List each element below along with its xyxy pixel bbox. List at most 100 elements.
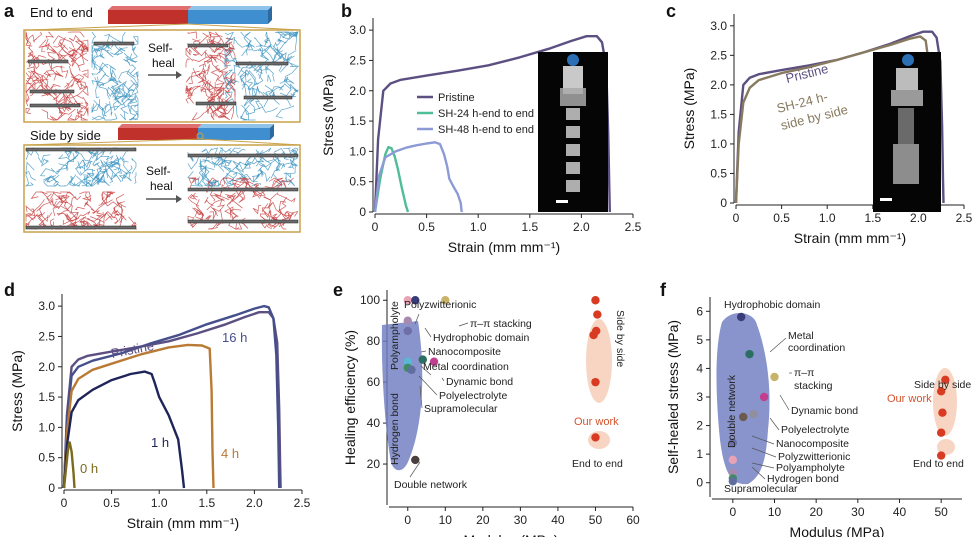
polymer-chain — [64, 74, 84, 88]
polymer-chain — [96, 53, 105, 59]
polymer-chain — [276, 31, 290, 39]
polymer-chain — [220, 105, 234, 120]
polymer-chain — [258, 44, 273, 58]
layer-sheet — [187, 153, 299, 158]
x-tick-label: 0.5 — [418, 220, 435, 234]
polymer-chain — [224, 31, 234, 41]
point-our-work-side-by-side — [941, 375, 950, 385]
polymer-chain — [217, 96, 222, 113]
x-tick-label: 0.5 — [773, 211, 790, 225]
panel-f-chart: 0 10 20 30 40 50 0 1 2 3 4 5 6 Modulus (MPa) Self-heal… — [665, 297, 971, 537]
polymer-chain — [52, 95, 65, 106]
polymer-chain — [262, 203, 272, 213]
polymer-chain — [209, 54, 227, 67]
point-polyelectrolyte — [749, 409, 758, 419]
polymer-chain — [79, 115, 88, 121]
f-ann-side-by-side: Side by side — [914, 379, 971, 391]
f-ann-nanocomposite: Nanocomposite — [776, 438, 849, 450]
polymer-chain — [93, 99, 104, 110]
polymer-chain — [265, 39, 279, 56]
polymer-chain — [204, 51, 219, 59]
polymer-chain — [214, 111, 227, 119]
x-tick-label: 1.0 — [470, 220, 487, 234]
polymer-chain — [215, 152, 232, 167]
polymer-chain — [59, 191, 73, 199]
e-ann-end-to-end: End to end — [572, 458, 623, 470]
polymer-chain — [208, 31, 223, 38]
x-axis-label: Strain (mm mm⁻¹) — [448, 239, 560, 255]
polymer-chain — [67, 114, 83, 121]
polymer-chain — [277, 193, 296, 203]
polymer-chain — [255, 52, 269, 73]
f-ann-pi-stacking-1: π–π — [794, 367, 814, 379]
polymer-chain — [204, 79, 214, 91]
polymer-chain — [289, 62, 299, 68]
polymer-chain — [41, 158, 50, 167]
y-axis-label: Stress (MPa) — [9, 350, 25, 432]
polymer-chain — [56, 93, 72, 109]
side-by-side-title: Side by side — [30, 128, 101, 143]
polymer-chain — [200, 80, 215, 94]
polymer-chain — [94, 170, 109, 179]
polymer-chain — [127, 82, 136, 91]
series-line-0-h — [62, 441, 76, 489]
panel-label-f: f — [660, 280, 667, 300]
polymer-chain — [98, 62, 109, 71]
polymer-chain — [218, 60, 228, 73]
polymer-chain — [25, 88, 31, 107]
polymer-chain — [260, 213, 269, 221]
point-polyzwitterionic — [728, 455, 738, 465]
polymer-chain — [76, 95, 89, 109]
polymer-chain — [223, 177, 245, 185]
polymer-chain — [91, 159, 109, 181]
e-ann-dynamic-bond: Dynamic bond — [446, 376, 513, 388]
polymer-chain — [245, 43, 255, 56]
polymer-chain — [128, 86, 139, 97]
polymer-chain — [229, 208, 242, 219]
polymer-chain — [259, 147, 272, 155]
polymer-chain — [263, 209, 272, 218]
f-ann-hydrophobic: Hydrophobic domain — [724, 299, 820, 311]
polymer-chain — [278, 52, 287, 72]
polymer-chain — [58, 163, 69, 172]
polymer-chain — [41, 109, 57, 121]
polymer-chain — [93, 199, 113, 215]
polymer-chain — [211, 194, 225, 200]
polymer-chain — [129, 116, 139, 121]
polymer-chain — [222, 171, 235, 187]
point-polyzwitterionic — [403, 296, 412, 305]
polymer-chain — [245, 82, 258, 91]
y-tick-label: 40 — [367, 416, 381, 430]
y-tick-label: 2.5 — [38, 329, 55, 343]
end-to-end-polymer-after — [185, 30, 300, 121]
polymer-chain — [214, 87, 224, 96]
self-heal-arrow-bottom-icon — [146, 195, 182, 203]
f-ann-double-network: Double network — [726, 374, 738, 448]
polymer-chain — [253, 47, 270, 61]
e-ann-double-network: Double network — [394, 479, 468, 491]
y-axis-label: Stress (MPa) — [320, 74, 336, 156]
polymer-chain — [200, 88, 214, 94]
panel-e-chart: 0 10 20 30 40 50 60 20 40 60 80 100 Modulus (MPa) Hea… — [342, 290, 640, 537]
polymer-chain — [277, 48, 289, 73]
polymer-chain — [52, 197, 60, 209]
polymer-chain — [46, 191, 67, 204]
glove-icon — [902, 54, 914, 66]
polymer-chain — [185, 58, 190, 68]
polymer-chain — [224, 69, 233, 84]
polymer-chain — [44, 85, 52, 97]
polymer-chain — [232, 181, 248, 188]
polymer-chain — [114, 87, 125, 95]
polymer-chain — [103, 168, 114, 183]
polymer-chain — [76, 106, 89, 116]
polymer-chain — [240, 31, 251, 57]
polymer-chain — [52, 83, 61, 87]
polymer-chain — [92, 156, 100, 167]
polymer-chain — [214, 82, 223, 96]
polymer-chain — [202, 32, 212, 39]
panel-e-points — [403, 296, 602, 465]
polymer-chain — [123, 160, 131, 174]
polymer-chain — [71, 52, 88, 67]
series-line-pristine — [62, 311, 282, 489]
polymer-chain — [258, 102, 278, 113]
